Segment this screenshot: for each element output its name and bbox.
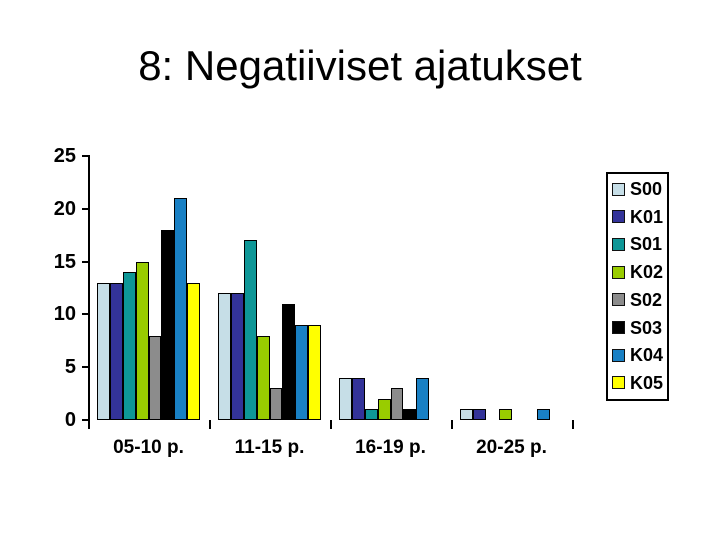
bar-k04-group4 xyxy=(537,409,551,420)
legend-label-k05: K05 xyxy=(630,372,664,393)
y-axis-tick xyxy=(82,207,89,210)
x-axis-category-label: 16-19 p. xyxy=(355,437,426,458)
bar-k05-group1 xyxy=(187,282,200,420)
bar-k04-group3 xyxy=(416,377,430,420)
y-axis-label: 20 xyxy=(53,197,76,220)
legend-swatch-s02 xyxy=(612,293,625,307)
bar-s03-group2 xyxy=(282,303,296,420)
x-axis-tick xyxy=(209,420,211,429)
legend-item-k05: K05 xyxy=(612,374,665,392)
bar-s02-group2 xyxy=(269,388,283,420)
x-axis-tick xyxy=(451,420,453,429)
bar-s01-group3 xyxy=(364,409,378,420)
legend-label-k04: K04 xyxy=(630,345,664,366)
bar-s03-group3 xyxy=(403,409,417,420)
chart-legend: S00 K01 S01 K02 S02 S03 K04 K05 xyxy=(606,172,669,401)
legend-item-s01: S01 xyxy=(612,235,665,253)
x-axis-category-label: 05-10 p. xyxy=(113,437,184,458)
legend-label-k02: K02 xyxy=(630,262,664,283)
legend-item-s00: S00 xyxy=(612,180,665,198)
y-axis-label: 10 xyxy=(53,303,76,326)
y-axis-line xyxy=(88,155,90,429)
x-axis-category-label: 20-25 p. xyxy=(476,437,547,458)
bar-k02-group3 xyxy=(377,398,391,420)
legend-swatch-k01 xyxy=(612,210,625,224)
y-axis-tick xyxy=(82,366,89,369)
legend-item-s03: S03 xyxy=(612,319,665,337)
bar-k02-group4 xyxy=(498,409,512,420)
y-axis-tick xyxy=(82,419,89,421)
bar-s02-group1 xyxy=(148,335,162,420)
legend-swatch-s01 xyxy=(612,237,625,251)
legend-item-k02: K02 xyxy=(612,263,665,281)
bar-s03-group1 xyxy=(161,229,175,420)
bar-s00-group1 xyxy=(97,282,110,420)
legend-label-s03: S03 xyxy=(630,317,663,338)
y-axis-tick xyxy=(82,313,89,316)
legend-item-k01: K01 xyxy=(612,208,665,226)
x-axis-tick xyxy=(330,420,332,429)
y-axis-label: 15 xyxy=(53,250,76,273)
legend-item-k04: K04 xyxy=(612,346,665,364)
bar-s00-group3 xyxy=(339,377,352,420)
x-axis-category-label: 11-15 p. xyxy=(234,437,305,458)
legend-swatch-s00 xyxy=(612,182,625,196)
bar-k01-group1 xyxy=(109,282,123,420)
legend-swatch-k02 xyxy=(612,265,625,279)
bar-k04-group2 xyxy=(295,324,309,420)
legend-label-s01: S01 xyxy=(630,234,663,255)
bar-k01-group2 xyxy=(230,293,244,420)
bar-s01-group1 xyxy=(122,272,136,420)
slide-title: 8: Negatiiviset ajatukset xyxy=(138,42,582,89)
bar-k04-group1 xyxy=(174,198,188,420)
legend-item-s02: S02 xyxy=(612,291,665,309)
y-axis-label: 25 xyxy=(53,145,76,167)
bar-k02-group1 xyxy=(135,261,149,420)
x-axis-tick xyxy=(572,420,574,429)
legend-swatch-k04 xyxy=(612,348,625,362)
bar-s00-group4 xyxy=(460,409,473,420)
legend-label-k01: K01 xyxy=(630,206,664,227)
bar-s00-group2 xyxy=(218,293,231,420)
bar-s01-group2 xyxy=(243,240,257,420)
bar-s02-group3 xyxy=(390,388,404,420)
bar-k01-group3 xyxy=(351,377,365,420)
bar-k02-group2 xyxy=(256,335,270,420)
y-axis-label: 5 xyxy=(64,356,76,379)
legend-swatch-s03 xyxy=(612,321,625,335)
legend-label-s00: S00 xyxy=(630,179,663,199)
legend-label-s02: S02 xyxy=(630,289,663,310)
y-axis-label: 0 xyxy=(64,409,76,431)
y-axis-tick xyxy=(82,260,89,263)
bar-k01-group4 xyxy=(472,409,486,420)
y-axis-tick xyxy=(82,155,89,157)
bar-k05-group2 xyxy=(308,324,321,420)
legend-swatch-k05 xyxy=(612,376,625,390)
